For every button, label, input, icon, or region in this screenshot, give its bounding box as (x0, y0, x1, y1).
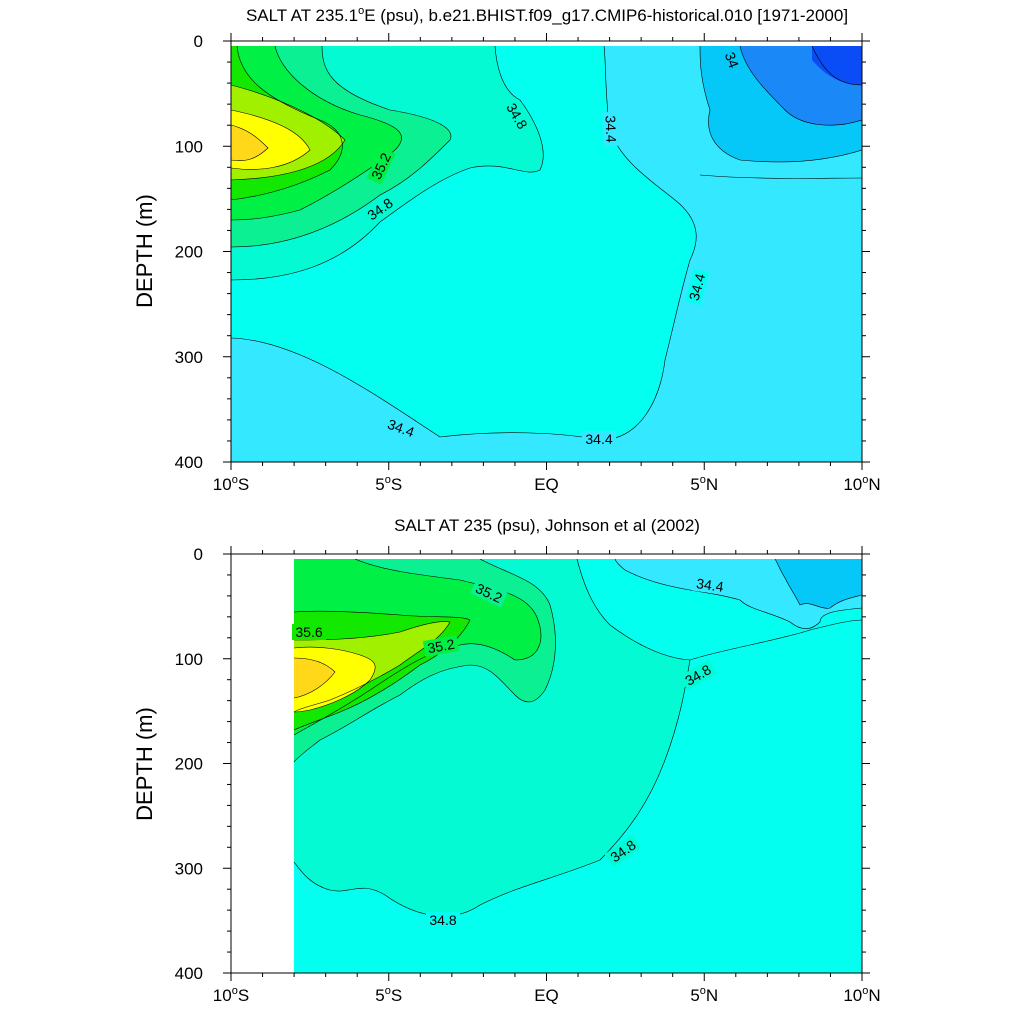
y-tick-label: 400 (175, 453, 203, 472)
panel-2-title: SALT AT 235 (psu), Johnson et al (2002) (394, 516, 700, 535)
contour-label: 34.4 (603, 115, 620, 143)
panel-1-contour-lines (231, 46, 862, 441)
y-tick-label: 0 (194, 545, 203, 564)
fill-34.2 (775, 559, 862, 609)
x-tick-label: EQ (534, 475, 559, 494)
y-tick-label: 200 (175, 755, 203, 774)
y-tick-label: 100 (175, 137, 203, 156)
contour-label: 34.4 (585, 431, 612, 447)
fill-lt34 (812, 46, 862, 85)
contour-label: 34.4 (695, 575, 724, 595)
panel-1-title: SALT AT 235.1oE (psu), b.e21.BHIST.f09_g… (246, 5, 848, 25)
panel-1-axes: 10oS 5oS EQ 5oN 10oN 0 100 200 300 400 (175, 32, 881, 494)
y-tick-label: 200 (175, 243, 203, 262)
y-tick-label: 0 (194, 32, 203, 51)
y-tick-label: 300 (175, 348, 203, 367)
panel-1-contour-fills: 34.8 34.4 34 35.2 34.8 34.4 34.4 34.4 (231, 46, 862, 462)
x-tick-label: 5oN (690, 985, 718, 1005)
x-tick-label: 5oS (375, 474, 402, 494)
y-tick-label: 100 (175, 650, 203, 669)
fill-36.0 (231, 125, 268, 161)
panel-2-contour-fills: 35.2 35.6 35.2 34.4 34.8 34.8 34.8 (292, 559, 862, 973)
contour-label: 35.6 (295, 624, 322, 640)
panel-2-ylabel: DEPTH (m) (132, 707, 157, 821)
fill-36.0 (294, 658, 335, 698)
x-tick-label: 10oS (213, 985, 249, 1005)
panel-1-model: SALT AT 235.1oE (psu), b.e21.BHIST.f09_g… (132, 5, 881, 494)
panel-2-contour-labels: 35.2 35.6 35.2 34.4 34.8 34.8 34.8 (292, 574, 728, 928)
panel-2-axes: 10oS 5oS EQ 5oN 10oN 0 100 200 300 400 (175, 545, 881, 1005)
x-tick-label: 5oS (375, 985, 402, 1005)
x-tick-label: 10oN (843, 474, 880, 494)
x-tick-label: EQ (534, 986, 559, 1005)
contour-label: 34.4 (686, 272, 709, 303)
x-tick-label: 10oS (213, 474, 249, 494)
panel-2-observed: SALT AT 235 (psu), Johnson et al (2002) (132, 516, 881, 1005)
x-tick-label: 10oN (843, 985, 880, 1005)
y-tick-label: 400 (175, 964, 203, 983)
fill-34.6-lower (294, 620, 862, 973)
contour-label: 35.2 (426, 636, 456, 657)
contour-label: 34 (722, 50, 742, 70)
contour-label: 34.8 (429, 912, 456, 928)
y-tick-label: 300 (175, 859, 203, 878)
x-tick-label: 5oN (690, 474, 718, 494)
panel-1-contour-labels: 34.8 34.4 34 35.2 34.8 34.4 34.4 34.4 (361, 47, 743, 447)
panel-1-ylabel: DEPTH (m) (132, 194, 157, 308)
